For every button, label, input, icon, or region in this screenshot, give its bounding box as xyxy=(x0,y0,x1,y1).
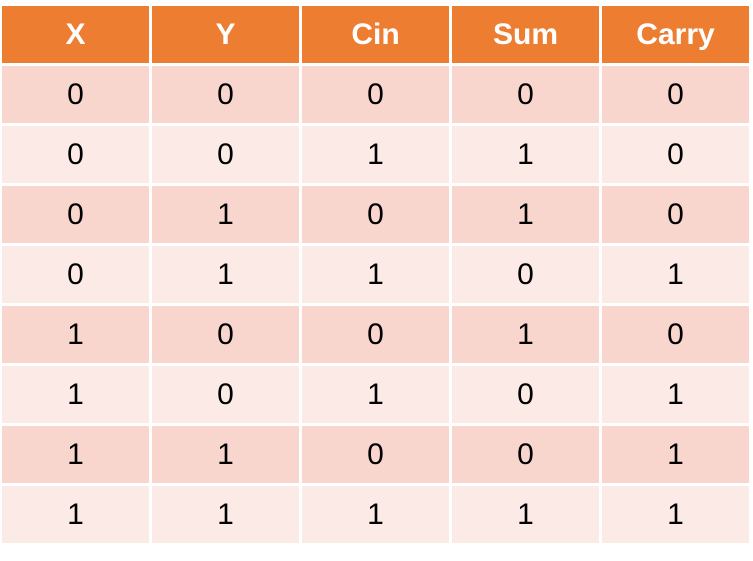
table-cell: 1 xyxy=(452,306,599,363)
table-cell: 0 xyxy=(152,66,299,123)
table-cell: 0 xyxy=(452,66,599,123)
table-cell: 1 xyxy=(152,186,299,243)
table-cell: 1 xyxy=(2,306,149,363)
table-cell: 0 xyxy=(602,66,749,123)
table-cell: 1 xyxy=(152,426,299,483)
table-cell: 0 xyxy=(152,126,299,183)
column-header: X xyxy=(2,6,149,63)
table-cell: 1 xyxy=(452,186,599,243)
table-cell: 1 xyxy=(602,246,749,303)
table-cell: 0 xyxy=(452,366,599,423)
table-cell: 0 xyxy=(452,246,599,303)
table-cell: 0 xyxy=(152,306,299,363)
column-header: Cin xyxy=(302,6,449,63)
table-cell: 1 xyxy=(302,366,449,423)
table-cell: 0 xyxy=(302,306,449,363)
table-cell: 0 xyxy=(302,426,449,483)
column-header: Sum xyxy=(452,6,599,63)
table-cell: 0 xyxy=(2,126,149,183)
table-cell: 1 xyxy=(302,246,449,303)
table-cell: 0 xyxy=(602,126,749,183)
table-cell: 1 xyxy=(152,486,299,543)
table-cell: 1 xyxy=(2,486,149,543)
table-cell: 0 xyxy=(452,426,599,483)
table-cell: 1 xyxy=(602,366,749,423)
table-cell: 1 xyxy=(602,426,749,483)
table-cell: 1 xyxy=(302,486,449,543)
table-cell: 0 xyxy=(602,186,749,243)
truth-table: X Y Cin Sum Carry 0 0 0 0 0 0 0 1 1 0 0 1 0 1 0 0 1 1 0 1 1 0 0 1 0 1 0… xyxy=(2,6,749,543)
table-cell: 0 xyxy=(302,66,449,123)
table-cell: 0 xyxy=(302,186,449,243)
table-cell: 1 xyxy=(152,246,299,303)
table-cell: 1 xyxy=(2,426,149,483)
table-cell: 1 xyxy=(2,366,149,423)
table-cell: 0 xyxy=(602,306,749,363)
table-cell: 0 xyxy=(2,246,149,303)
table-cell: 0 xyxy=(2,66,149,123)
table-cell: 0 xyxy=(2,186,149,243)
table-cell: 1 xyxy=(602,486,749,543)
table-cell: 1 xyxy=(452,486,599,543)
table-cell: 1 xyxy=(452,126,599,183)
table-cell: 1 xyxy=(302,126,449,183)
column-header: Carry xyxy=(602,6,749,63)
table-cell: 0 xyxy=(152,366,299,423)
column-header: Y xyxy=(152,6,299,63)
